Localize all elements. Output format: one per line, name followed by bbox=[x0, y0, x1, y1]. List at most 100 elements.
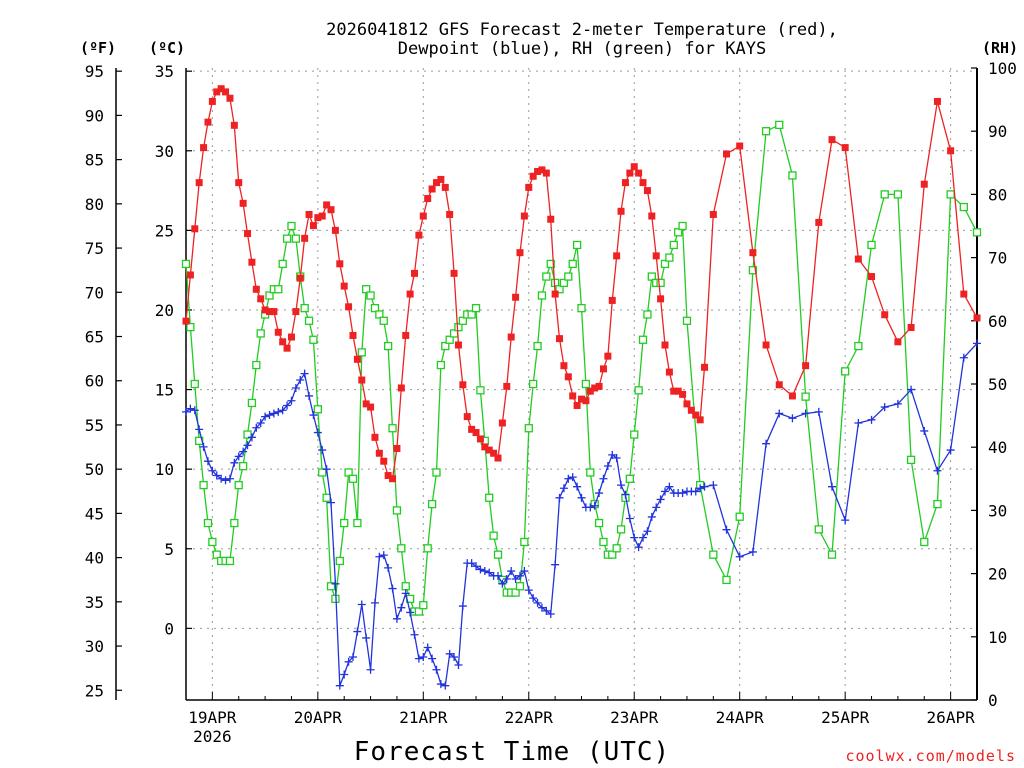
temperature-point bbox=[736, 142, 744, 150]
celsius-unit-label: (ºC) bbox=[149, 39, 185, 57]
temperature-point bbox=[661, 341, 669, 349]
temperature-point bbox=[274, 328, 282, 336]
dewpoint-point bbox=[709, 481, 718, 490]
dewpoint-point bbox=[577, 493, 586, 502]
rh-point bbox=[511, 588, 520, 597]
dewpoint-point bbox=[801, 409, 810, 418]
temperature-point bbox=[270, 308, 278, 316]
rh-point bbox=[278, 259, 287, 269]
dewpoint-point bbox=[533, 598, 542, 607]
rh-point bbox=[841, 367, 850, 376]
dewpoint-point bbox=[199, 442, 208, 451]
dewpoint-point bbox=[454, 660, 463, 669]
dewpoint-point bbox=[656, 495, 665, 504]
rh-point bbox=[533, 341, 542, 351]
temperature-point bbox=[520, 212, 528, 220]
dewpoint-point bbox=[445, 649, 454, 658]
dewpoint-point bbox=[634, 543, 643, 552]
rh-point bbox=[647, 272, 656, 281]
dewpoint-point bbox=[476, 565, 485, 574]
rh-point bbox=[775, 120, 784, 130]
dewpoint-point bbox=[348, 653, 357, 662]
rh-point bbox=[761, 127, 771, 136]
temperature-point bbox=[309, 222, 317, 230]
temperature-point bbox=[186, 271, 194, 279]
temperature-point bbox=[648, 212, 656, 220]
temperature-point bbox=[235, 179, 243, 187]
temperature-point bbox=[621, 179, 629, 187]
rh-tick-label: 60 bbox=[988, 312, 1007, 331]
dewpoint-point bbox=[507, 567, 516, 576]
dewpoint-point bbox=[524, 586, 533, 595]
rh-point bbox=[344, 468, 353, 477]
temperature-point bbox=[481, 443, 489, 451]
dewpoint-point bbox=[335, 681, 344, 690]
rh-point bbox=[586, 468, 595, 477]
dewpoint-point bbox=[239, 447, 248, 456]
temperature-point bbox=[450, 269, 458, 277]
rh-point bbox=[419, 601, 428, 610]
temperature-point bbox=[815, 218, 823, 226]
dewpoint-point bbox=[195, 425, 204, 434]
dewpoint-point bbox=[340, 670, 349, 679]
dewpoint-point bbox=[827, 482, 836, 491]
dewpoint-point bbox=[647, 512, 656, 521]
rh-point bbox=[252, 360, 261, 370]
temperature-point bbox=[560, 362, 568, 370]
dewpoint-point bbox=[568, 473, 577, 482]
rh-point bbox=[208, 537, 217, 547]
rh-point bbox=[190, 379, 199, 389]
temperature-point bbox=[635, 169, 643, 177]
celsius-tick-label: 20 bbox=[155, 301, 174, 320]
temperature-line-group bbox=[182, 85, 981, 483]
temperature-point bbox=[696, 416, 704, 424]
temperature-point bbox=[389, 475, 397, 483]
rh-point bbox=[827, 550, 837, 559]
dewpoint-point bbox=[300, 369, 309, 378]
rh-point bbox=[537, 291, 547, 300]
dewpoint-point bbox=[190, 406, 199, 415]
dewpoint-point bbox=[748, 547, 757, 556]
temperature-point bbox=[191, 225, 199, 233]
temperature-point bbox=[353, 355, 361, 363]
temperature-point bbox=[538, 166, 546, 174]
rh-point bbox=[972, 228, 982, 237]
dewpoint-point bbox=[700, 482, 709, 491]
rh-point bbox=[238, 462, 248, 471]
rh-point bbox=[515, 582, 525, 591]
dewpoint-point bbox=[603, 461, 612, 470]
rh-point bbox=[274, 285, 283, 294]
temperature-point bbox=[195, 179, 203, 187]
rh-point bbox=[366, 291, 375, 300]
dewpoint-point bbox=[414, 654, 423, 663]
rh-point bbox=[581, 379, 591, 389]
chart-title-line1: 2026041812 GFS Forecast 2-meter Temperat… bbox=[326, 20, 838, 40]
dewpoint-point bbox=[287, 396, 296, 405]
temperature-point bbox=[279, 338, 287, 346]
dewpoint-point bbox=[344, 657, 353, 666]
temperature-point bbox=[490, 449, 498, 457]
temperature-point bbox=[573, 401, 581, 409]
celsius-tick-label: 10 bbox=[155, 460, 174, 479]
rh-point bbox=[445, 335, 454, 344]
dewpoint-point bbox=[515, 571, 524, 580]
rh-point bbox=[353, 518, 362, 528]
dewpoint-point bbox=[305, 391, 314, 400]
rh-point bbox=[682, 316, 692, 325]
temperature-point bbox=[947, 147, 955, 155]
rh-point bbox=[933, 499, 942, 509]
dewpoint-point bbox=[423, 643, 432, 652]
rh-point bbox=[247, 398, 257, 408]
temperature-point bbox=[239, 199, 247, 207]
rh-point bbox=[893, 190, 903, 199]
rh-point bbox=[199, 480, 208, 490]
dewpoint-point bbox=[480, 567, 489, 576]
temperature-point bbox=[683, 400, 691, 408]
dewpoint-point bbox=[933, 466, 942, 475]
rh-point bbox=[441, 341, 450, 351]
temperature-point bbox=[384, 472, 392, 480]
rh-point bbox=[735, 512, 744, 521]
temperature-point bbox=[208, 97, 216, 105]
temperature-point bbox=[305, 210, 313, 218]
temperature-point bbox=[556, 335, 564, 343]
